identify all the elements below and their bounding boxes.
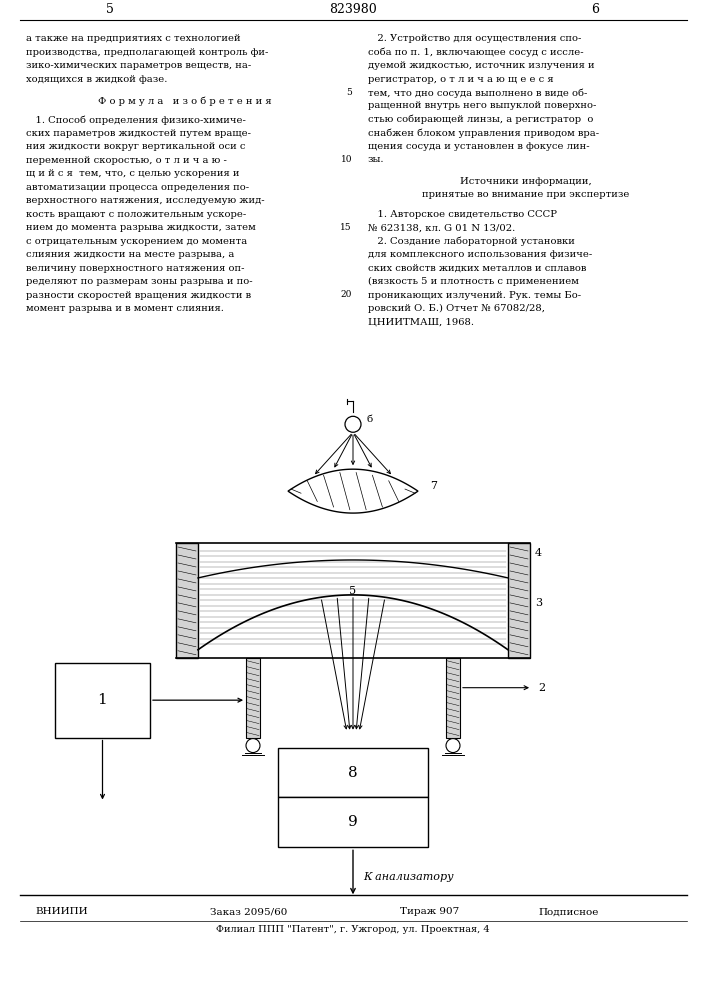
Text: переменной скоростью, о т л и ч а ю -: переменной скоростью, о т л и ч а ю - bbox=[26, 156, 227, 165]
Text: ЦНИИТМАШ, 1968.: ЦНИИТМАШ, 1968. bbox=[368, 318, 474, 327]
Text: К анализатору: К анализатору bbox=[363, 872, 454, 882]
FancyBboxPatch shape bbox=[278, 797, 428, 847]
Text: 2: 2 bbox=[538, 683, 545, 693]
Text: 10: 10 bbox=[341, 155, 352, 164]
Text: кость вращают с положительным ускоре-: кость вращают с положительным ускоре- bbox=[26, 210, 246, 219]
Text: снабжен блоком управления приводом вра-: снабжен блоком управления приводом вра- bbox=[368, 128, 599, 138]
Text: разности скоростей вращения жидкости в: разности скоростей вращения жидкости в bbox=[26, 291, 251, 300]
FancyBboxPatch shape bbox=[246, 658, 260, 738]
Text: 5: 5 bbox=[106, 3, 114, 16]
Text: верхностного натяжения, исследуемую жид-: верхностного натяжения, исследуемую жид- bbox=[26, 196, 264, 205]
Polygon shape bbox=[288, 469, 418, 513]
Text: 1. Авторское свидетельство СССР: 1. Авторское свидетельство СССР bbox=[368, 210, 557, 219]
Text: зы.: зы. bbox=[368, 155, 385, 164]
Circle shape bbox=[446, 739, 460, 753]
Text: автоматизации процесса определения по-: автоматизации процесса определения по- bbox=[26, 183, 249, 192]
Text: Тираж 907: Тираж 907 bbox=[400, 907, 460, 916]
Text: 15: 15 bbox=[340, 223, 352, 232]
Text: 9: 9 bbox=[348, 815, 358, 829]
Text: нием до момента разрыва жидкости, затем: нием до момента разрыва жидкости, затем bbox=[26, 223, 256, 232]
Text: 2. Создание лабораторной установки: 2. Создание лабораторной установки bbox=[368, 237, 575, 246]
Circle shape bbox=[345, 416, 361, 432]
Text: с отрицательным ускорением до момента: с отрицательным ускорением до момента bbox=[26, 237, 247, 246]
Text: соба по п. 1, включающее сосуд с иссле-: соба по п. 1, включающее сосуд с иссле- bbox=[368, 48, 583, 57]
Text: дуемой жидкостью, источник излучения и: дуемой жидкостью, источник излучения и bbox=[368, 61, 595, 70]
Text: 20: 20 bbox=[341, 290, 352, 299]
Text: величину поверхностного натяжения оп-: величину поверхностного натяжения оп- bbox=[26, 264, 245, 273]
Text: Заказ 2095/60: Заказ 2095/60 bbox=[210, 907, 287, 916]
Text: ния жидкости вокруг вертикальной оси с: ния жидкости вокруг вертикальной оси с bbox=[26, 142, 245, 151]
Text: 5: 5 bbox=[346, 88, 352, 97]
Text: 823980: 823980 bbox=[329, 3, 377, 16]
Text: ределяют по размерам зоны разрыва и по-: ределяют по размерам зоны разрыва и по- bbox=[26, 277, 252, 286]
Text: принятые во внимание при экспертизе: принятые во внимание при экспертизе bbox=[422, 190, 629, 199]
Text: а также на предприятиях с технологией: а также на предприятиях с технологией bbox=[26, 34, 240, 43]
Text: 2. Устройство для осуществления спо-: 2. Устройство для осуществления спо- bbox=[368, 34, 581, 43]
Text: 6: 6 bbox=[591, 3, 599, 16]
Text: зико-химических параметров веществ, на-: зико-химических параметров веществ, на- bbox=[26, 61, 251, 70]
Text: б: б bbox=[367, 415, 373, 424]
Text: (вязкость 5 и плотность с применением: (вязкость 5 и плотность с применением bbox=[368, 277, 579, 286]
FancyBboxPatch shape bbox=[55, 663, 150, 738]
FancyBboxPatch shape bbox=[446, 658, 460, 738]
Text: проникающих излучений. Рук. темы Бо-: проникающих излучений. Рук. темы Бо- bbox=[368, 291, 581, 300]
Text: 1. Способ определения физико-химиче-: 1. Способ определения физико-химиче- bbox=[26, 115, 246, 125]
Text: тем, что дно сосуда выполнено в виде об-: тем, что дно сосуда выполнено в виде об- bbox=[368, 88, 588, 98]
Text: момент разрыва и в момент слияния.: момент разрыва и в момент слияния. bbox=[26, 304, 224, 313]
Text: ровский О. Б.) Отчет № 67082/28,: ровский О. Б.) Отчет № 67082/28, bbox=[368, 304, 545, 313]
Text: для комплексного использования физиче-: для комплексного использования физиче- bbox=[368, 250, 592, 259]
Text: щ и й с я  тем, что, с целью ускорения и: щ и й с я тем, что, с целью ускорения и bbox=[26, 169, 240, 178]
Text: Источники информации,: Источники информации, bbox=[460, 177, 591, 186]
Text: ходящихся в жидкой фазе.: ходящихся в жидкой фазе. bbox=[26, 75, 168, 84]
Text: 3: 3 bbox=[535, 598, 542, 608]
Text: № 623138, кл. G 01 N 13/02.: № 623138, кл. G 01 N 13/02. bbox=[368, 223, 515, 232]
Text: 4: 4 bbox=[535, 548, 542, 558]
FancyBboxPatch shape bbox=[278, 748, 428, 797]
Text: ских параметров жидкостей путем враще-: ских параметров жидкостей путем враще- bbox=[26, 129, 251, 138]
Text: щения сосуда и установлен в фокусе лин-: щения сосуда и установлен в фокусе лин- bbox=[368, 142, 590, 151]
FancyBboxPatch shape bbox=[508, 543, 530, 658]
Circle shape bbox=[246, 739, 260, 753]
Text: 1: 1 bbox=[98, 693, 107, 707]
Text: производства, предполагающей контроль фи-: производства, предполагающей контроль фи… bbox=[26, 48, 269, 57]
Text: 8: 8 bbox=[348, 766, 358, 780]
Text: слияния жидкости на месте разрыва, а: слияния жидкости на месте разрыва, а bbox=[26, 250, 235, 259]
Text: 7: 7 bbox=[430, 481, 437, 491]
Text: Филиал ППП "Патент", г. Ужгород, ул. Проектная, 4: Филиал ППП "Патент", г. Ужгород, ул. Про… bbox=[216, 925, 490, 934]
Text: стью собирающей линзы, а регистратор  о: стью собирающей линзы, а регистратор о bbox=[368, 115, 593, 124]
Text: ращенной внутрь него выпуклой поверхно-: ращенной внутрь него выпуклой поверхно- bbox=[368, 101, 597, 110]
Text: Подписное: Подписное bbox=[538, 907, 598, 916]
Text: Ф о р м у л а   и з о б р е т е н и я: Ф о р м у л а и з о б р е т е н и я bbox=[98, 96, 271, 106]
Text: регистратор, о т л и ч а ю щ е е с я: регистратор, о т л и ч а ю щ е е с я bbox=[368, 75, 554, 84]
FancyBboxPatch shape bbox=[176, 543, 198, 658]
Text: ских свойств жидких металлов и сплавов: ских свойств жидких металлов и сплавов bbox=[368, 264, 586, 273]
Text: 5: 5 bbox=[349, 586, 356, 596]
Text: ВНИИПИ: ВНИИПИ bbox=[35, 907, 88, 916]
